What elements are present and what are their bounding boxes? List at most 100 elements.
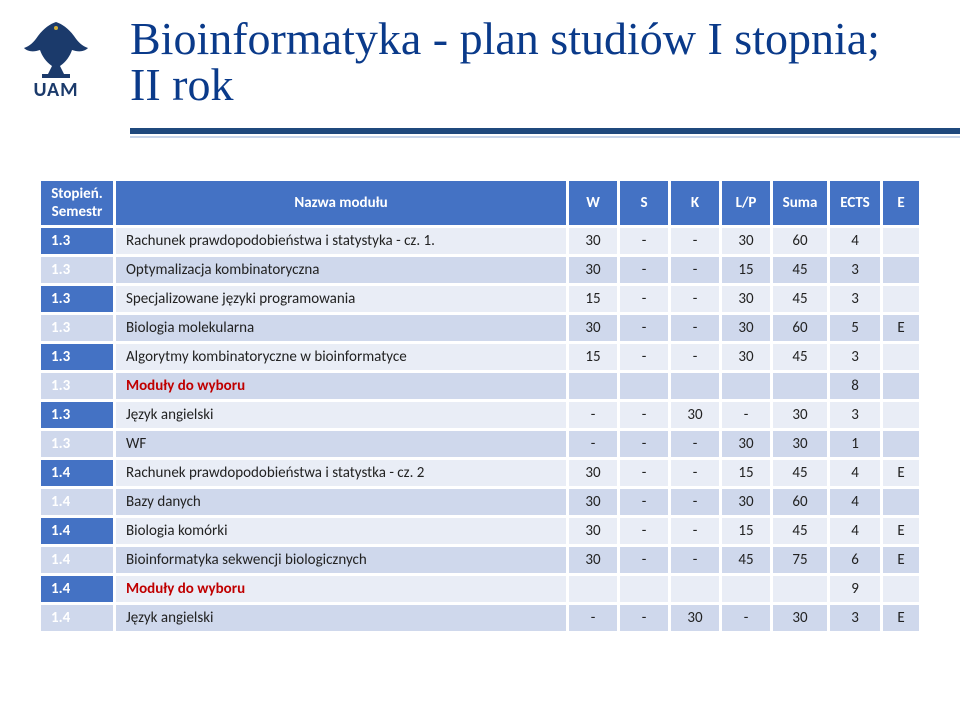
cell-suma: 30: [773, 431, 827, 457]
cell-w: 30: [569, 489, 617, 515]
cell-lp: 45: [722, 547, 770, 573]
cell-w: [569, 576, 617, 602]
cell-e: E: [883, 518, 919, 544]
col-semester: Stopień. Semestr: [41, 181, 113, 225]
cell-semester: 1.3: [41, 315, 113, 341]
table-row: 1.3WF---30301: [41, 431, 919, 457]
cell-k: [671, 373, 719, 399]
cell-semester: 1.3: [41, 286, 113, 312]
divider-light: [130, 136, 960, 138]
cell-ects: 8: [830, 373, 880, 399]
cell-e: [883, 286, 919, 312]
col-e: E: [883, 181, 919, 225]
cell-s: -: [620, 402, 668, 428]
cell-ects: 4: [830, 489, 880, 515]
cell-lp: -: [722, 402, 770, 428]
cell-module-name: Algorytmy kombinatoryczne w bioinformaty…: [116, 344, 566, 370]
cell-w: -: [569, 605, 617, 631]
cell-lp: [722, 576, 770, 602]
col-s: S: [620, 181, 668, 225]
cell-e: E: [883, 547, 919, 573]
cell-lp: 30: [722, 315, 770, 341]
cell-semester: 1.3: [41, 344, 113, 370]
cell-ects: 3: [830, 402, 880, 428]
cell-s: -: [620, 605, 668, 631]
cell-module-name: Moduły do wyboru: [116, 576, 566, 602]
cell-s: -: [620, 344, 668, 370]
cell-e: [883, 257, 919, 283]
cell-ects: 3: [830, 286, 880, 312]
cell-e: [883, 402, 919, 428]
cell-suma: [773, 373, 827, 399]
cell-w: [569, 373, 617, 399]
cell-k: -: [671, 344, 719, 370]
col-k: K: [671, 181, 719, 225]
cell-module-name: Optymalizacja kombinatoryczna: [116, 257, 566, 283]
cell-ects: 4: [830, 518, 880, 544]
cell-e: [883, 228, 919, 254]
cell-lp: 15: [722, 257, 770, 283]
cell-lp: -: [722, 605, 770, 631]
cell-w: -: [569, 431, 617, 457]
cell-e: [883, 576, 919, 602]
cell-e: [883, 431, 919, 457]
cell-lp: [722, 373, 770, 399]
cell-w: 30: [569, 547, 617, 573]
cell-module-name: Rachunek prawdopodobieństwa i statystyka…: [116, 228, 566, 254]
table-row: 1.3Specjalizowane języki programowania15…: [41, 286, 919, 312]
cell-ects: 4: [830, 228, 880, 254]
cell-module-name: Język angielski: [116, 402, 566, 428]
table-row: 1.4Rachunek prawdopodobieństwa i statyst…: [41, 460, 919, 486]
cell-semester: 1.3: [41, 257, 113, 283]
col-semester-line1: Stopień.: [49, 185, 105, 203]
cell-k: -: [671, 460, 719, 486]
cell-s: -: [620, 518, 668, 544]
cell-ects: 9: [830, 576, 880, 602]
cell-ects: 3: [830, 344, 880, 370]
cell-semester: 1.4: [41, 605, 113, 631]
table-row: 1.3Rachunek prawdopodobieństwa i statyst…: [41, 228, 919, 254]
cell-lp: 30: [722, 489, 770, 515]
col-suma: Suma: [773, 181, 827, 225]
cell-module-name: WF: [116, 431, 566, 457]
cell-module-name: Język angielski: [116, 605, 566, 631]
cell-ects: 4: [830, 460, 880, 486]
cell-suma: 45: [773, 344, 827, 370]
table-row: 1.3Moduły do wyboru8: [41, 373, 919, 399]
cell-s: [620, 576, 668, 602]
cell-k: -: [671, 431, 719, 457]
cell-s: -: [620, 257, 668, 283]
cell-suma: 60: [773, 489, 827, 515]
cell-semester: 1.4: [41, 576, 113, 602]
cell-w: -: [569, 402, 617, 428]
cell-s: -: [620, 431, 668, 457]
cell-w: 15: [569, 286, 617, 312]
cell-ects: 3: [830, 605, 880, 631]
cell-lp: 30: [722, 228, 770, 254]
cell-k: -: [671, 286, 719, 312]
cell-k: -: [671, 518, 719, 544]
cell-s: -: [620, 489, 668, 515]
col-w: W: [569, 181, 617, 225]
cell-suma: 30: [773, 402, 827, 428]
cell-s: -: [620, 460, 668, 486]
eagle-icon: [20, 18, 92, 80]
cell-k: -: [671, 257, 719, 283]
cell-module-name: Bazy danych: [116, 489, 566, 515]
table-body: 1.3Rachunek prawdopodobieństwa i statyst…: [41, 228, 919, 631]
col-module-name: Nazwa modułu: [116, 181, 566, 225]
logo: UAM: [12, 18, 100, 102]
table-row: 1.3Optymalizacja kombinatoryczna30--1545…: [41, 257, 919, 283]
cell-suma: 60: [773, 228, 827, 254]
table-row: 1.4Biologia komórki30--15454E: [41, 518, 919, 544]
cell-s: -: [620, 547, 668, 573]
cell-suma: 45: [773, 518, 827, 544]
cell-module-name: Rachunek prawdopodobieństwa i statystka …: [116, 460, 566, 486]
cell-k: 30: [671, 402, 719, 428]
cell-e: [883, 373, 919, 399]
cell-k: -: [671, 315, 719, 341]
cell-e: [883, 344, 919, 370]
table-row: 1.4Moduły do wyboru 9: [41, 576, 919, 602]
curriculum-table: Stopień. Semestr Nazwa modułu W S K L/P …: [38, 178, 922, 634]
cell-e: E: [883, 315, 919, 341]
